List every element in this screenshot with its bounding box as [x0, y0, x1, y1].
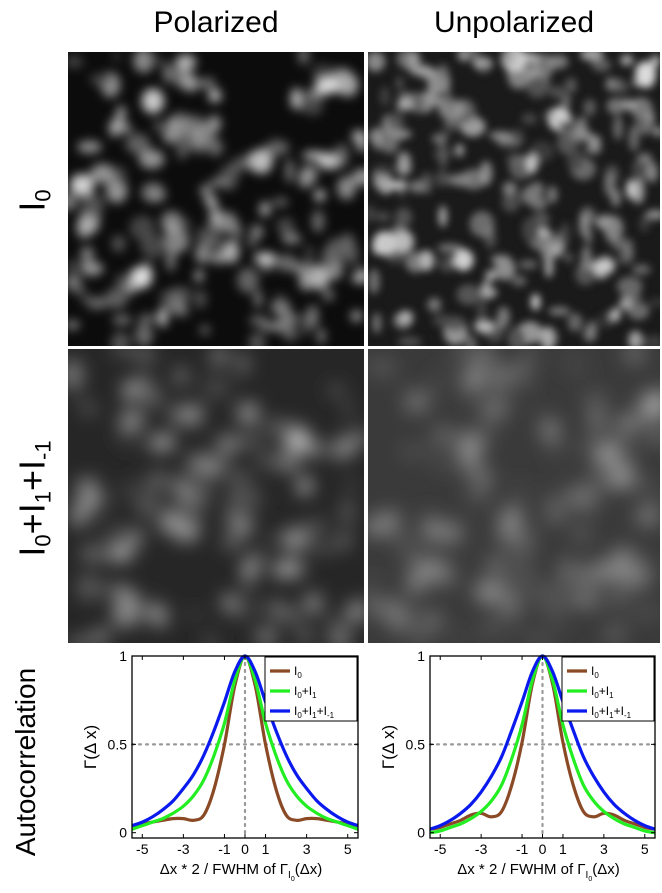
y-axis-label: Γ(Δ x) — [379, 725, 398, 769]
speckle-image-polarized-i0 — [68, 52, 364, 346]
x-tick-label: -5 — [434, 841, 447, 857]
x-axis-label: Δx * 2 / FWHM of ΓI0(Δx) — [160, 861, 323, 883]
x-tick-label: -3 — [177, 841, 190, 857]
row-label-i0-i1-i-1: I0+I1+I-1 — [11, 440, 56, 557]
legend-label: I0+I1+I-1 — [294, 704, 335, 720]
y-tick-label: 0 — [119, 825, 127, 841]
legend-label: I0+I1 — [294, 684, 317, 700]
x-tick-label: 3 — [600, 841, 608, 857]
y-tick-label: 0.5 — [406, 736, 426, 752]
y-tick-label: 1 — [417, 648, 425, 664]
row-label-autocorrelation: Autocorrelation — [10, 667, 41, 857]
column-title-unpolarized: Unpolarized — [433, 6, 595, 39]
y-tick-label: 0.5 — [108, 736, 128, 752]
y-axis-label: Γ(Δ x) — [81, 725, 100, 769]
x-tick-label: 3 — [303, 841, 311, 857]
x-tick-label: 1 — [559, 841, 567, 857]
x-tick-label: -1 — [218, 841, 231, 857]
x-tick-label: -5 — [136, 841, 149, 857]
y-tick-label: 1 — [119, 648, 127, 664]
x-axis-label: Δx * 2 / FWHM of ΓI0(Δx) — [457, 861, 620, 883]
x-tick-label: 5 — [344, 841, 352, 857]
x-tick-label: 0 — [241, 841, 249, 857]
autocorrelation-plot-polarized: -5 -3 -1 0 1 3 5 0 0.5 1 Γ(Δ x) Δx * 2 / FWHM of ΓI… — [80, 648, 365, 893]
x-tick-label: 0 — [539, 841, 547, 857]
speckle-image-polarized-sum — [68, 349, 364, 643]
legend-label: I0 — [591, 664, 599, 680]
column-title-polarized: Polarized — [153, 6, 279, 39]
legend-label: I0 — [294, 664, 302, 680]
legend-label: I0+I1+I-1 — [591, 704, 632, 720]
speckle-image-unpolarized-sum — [368, 349, 660, 643]
x-tick-label: 1 — [262, 841, 270, 857]
x-tick-label: -3 — [475, 841, 488, 857]
y-tick-label: 0 — [417, 825, 425, 841]
legend-label: I0+I1 — [591, 684, 614, 700]
row-label-i0: I0 — [11, 189, 56, 212]
autocorrelation-plot-unpolarized: -5 -3 -1 0 1 3 5 0 0.5 1 Γ(Δ x) Δx * 2 / FWHM of ΓI… — [378, 648, 662, 893]
speckle-image-unpolarized-i0 — [368, 52, 660, 346]
x-tick-label: 5 — [641, 841, 649, 857]
x-tick-label: -1 — [516, 841, 529, 857]
